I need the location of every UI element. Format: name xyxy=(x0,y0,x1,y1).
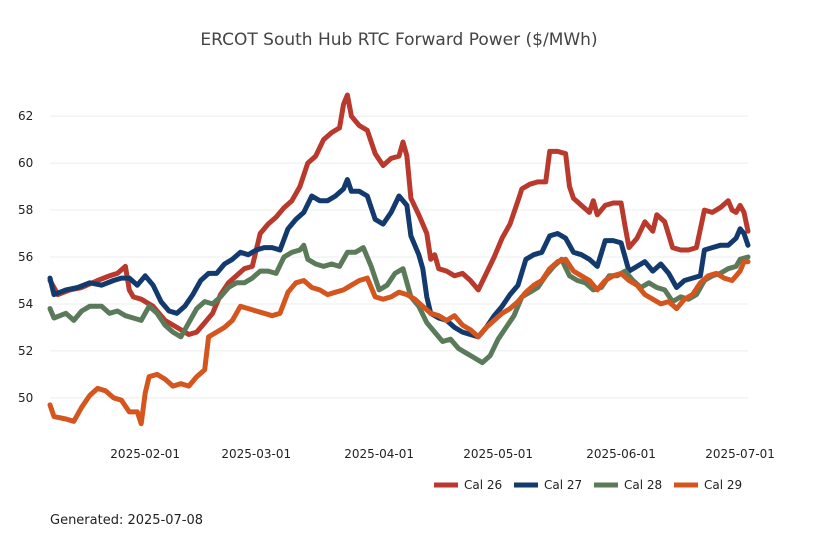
grid-layer xyxy=(50,115,748,399)
x-tick-label: 2025-06-01 xyxy=(586,447,656,461)
x-tick-label: 2025-04-01 xyxy=(344,447,414,461)
y-axis-ticks: 50 52 54 56 58 60 62 xyxy=(18,109,33,405)
legend-label: Cal 28 xyxy=(624,478,662,492)
series-line-cal-29 xyxy=(47,256,751,427)
y-tick-label: 60 xyxy=(18,156,33,170)
legend-item: Cal 29 xyxy=(674,478,742,492)
x-axis-ticks: 2025-02-01 2025-03-01 2025-04-01 2025-05-01… xyxy=(110,447,775,461)
legend-item: Cal 28 xyxy=(594,478,662,492)
legend-label: Cal 29 xyxy=(704,478,742,492)
series-line-cal-27 xyxy=(47,177,751,340)
x-tick-label: 2025-03-01 xyxy=(221,447,291,461)
x-tick-label: 2025-07-01 xyxy=(705,447,775,461)
legend-item: Cal 27 xyxy=(514,478,582,492)
y-tick-label: 52 xyxy=(18,344,33,358)
legend-label: Cal 27 xyxy=(544,478,582,492)
y-tick-label: 50 xyxy=(18,391,33,405)
y-tick-label: 58 xyxy=(18,203,33,217)
y-tick-label: 62 xyxy=(18,109,33,123)
chart-title: ERCOT South Hub RTC Forward Power ($/MWh… xyxy=(200,30,597,50)
legend-item: Cal 26 xyxy=(434,478,502,492)
legend-label: Cal 26 xyxy=(464,478,502,492)
y-tick-label: 56 xyxy=(18,250,33,264)
x-tick-label: 2025-02-01 xyxy=(110,447,180,461)
legend: Cal 26 Cal 27 Cal 28 Cal 29 xyxy=(434,478,742,492)
generated-timestamp: Generated: 2025-07-08 xyxy=(50,513,204,528)
series-line-cal-26 xyxy=(47,92,751,337)
y-tick-label: 54 xyxy=(18,297,33,311)
series-layer xyxy=(47,92,751,427)
x-tick-label: 2025-05-01 xyxy=(463,447,533,461)
